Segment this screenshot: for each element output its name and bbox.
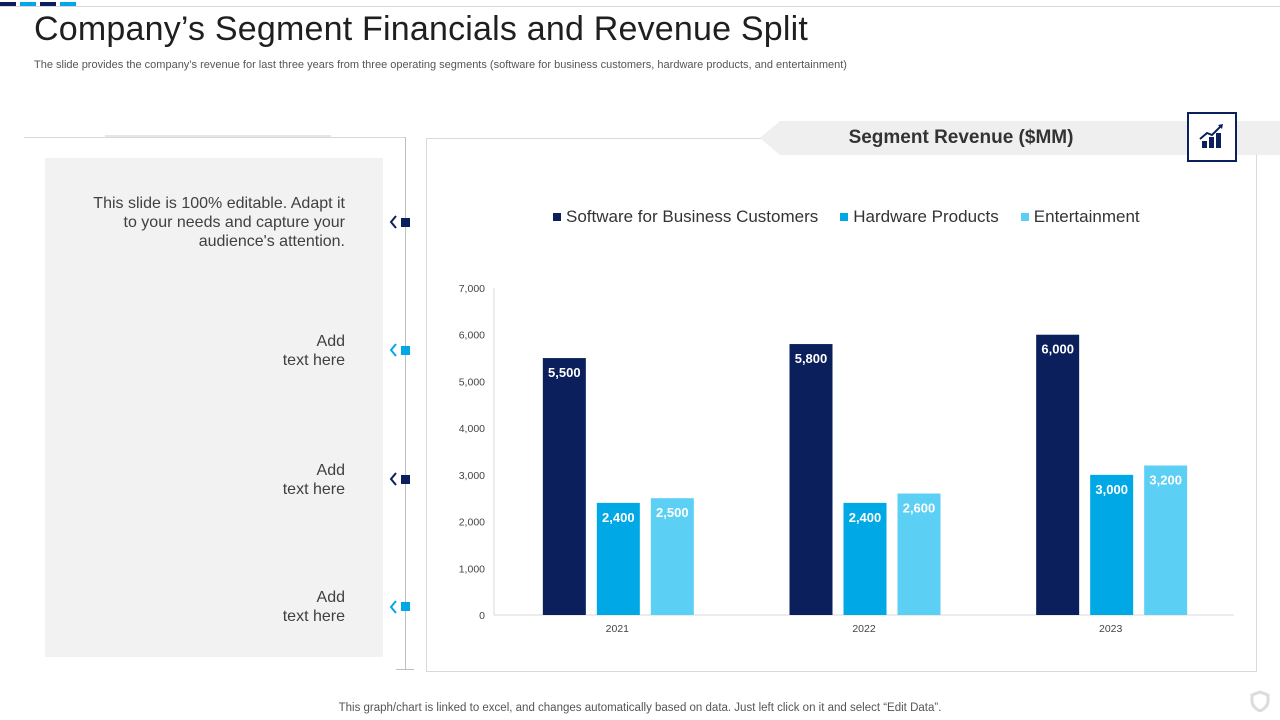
chevron-left-icon (389, 472, 397, 486)
note-text-3: Add text here (282, 462, 345, 498)
timeline-line (405, 137, 406, 669)
x-tick-label: 2021 (606, 623, 630, 635)
legend-item: Hardware Products (840, 207, 999, 227)
top-accent-navy-2 (40, 2, 56, 7)
x-tick-label: 2023 (1099, 623, 1123, 635)
timeline-marker-4 (401, 602, 410, 611)
note-text-4: Add text here (282, 589, 345, 625)
bar (897, 493, 941, 615)
chart-legend: Software for Business Customers Hardware… (553, 207, 1162, 227)
bar-data-label: 2,500 (656, 505, 689, 520)
notes-panel (45, 158, 383, 657)
timeline-end-cap (396, 669, 414, 670)
chart-header-icon-box (1187, 112, 1237, 162)
left-panel-top-accent (105, 135, 331, 137)
y-tick-label: 3,000 (459, 470, 485, 482)
note-text-1: This slide is 100% editable. Adapt it to… (93, 195, 345, 250)
bar-data-label: 3,200 (1149, 473, 1182, 488)
x-tick-label: 2022 (852, 623, 876, 635)
page-subtitle: The slide provides the company’s revenue… (34, 59, 847, 71)
bar (1144, 465, 1188, 615)
top-accent-blue-2 (60, 2, 76, 7)
bar (1090, 474, 1134, 615)
y-tick-label: 1,000 (459, 563, 485, 575)
legend-swatch-software (553, 213, 561, 221)
bar (542, 358, 586, 615)
legend-label-entertainment: Entertainment (1033, 207, 1140, 226)
legend-label-software: Software for Business Customers (566, 207, 819, 226)
y-tick-label: 7,000 (459, 283, 485, 295)
bar (843, 502, 887, 615)
bar-data-label: 5,500 (548, 365, 581, 380)
bar-data-label: 5,800 (795, 351, 828, 366)
chevron-left-icon (389, 600, 397, 614)
top-accent-navy (0, 2, 16, 7)
bar-data-label: 2,600 (903, 501, 936, 516)
bar-data-label: 2,400 (602, 510, 635, 525)
bar-data-label: 6,000 (1041, 342, 1074, 357)
chevron-left-icon (389, 343, 397, 357)
note-text-2: Add text here (282, 333, 345, 369)
y-tick-label: 0 (479, 610, 485, 622)
legend-item: Software for Business Customers (553, 207, 818, 227)
legend-label-hardware: Hardware Products (853, 207, 999, 226)
bar-chart-growth-icon (1199, 124, 1223, 148)
y-tick-label: 5,000 (459, 376, 485, 388)
timeline-marker-1 (401, 218, 410, 227)
chevron-left-icon (389, 215, 397, 229)
shield-logo-icon (1250, 690, 1270, 712)
y-tick-label: 4,000 (459, 423, 485, 435)
bar-data-label: 2,400 (849, 510, 882, 525)
y-tick-label: 6,000 (459, 330, 485, 342)
chart-header-title: Segment Revenue ($MM) (848, 127, 1074, 148)
y-tick-label: 2,000 (459, 517, 485, 529)
legend-swatch-entertainment (1020, 213, 1029, 221)
top-divider (0, 6, 1280, 7)
top-accent-blue (20, 2, 36, 7)
timeline-marker-2 (401, 346, 410, 355)
footer-note: This graph/chart is linked to excel, and… (338, 702, 942, 714)
left-panel-top-line (24, 137, 406, 138)
bar (650, 498, 694, 615)
bar (1036, 334, 1080, 615)
bar (596, 502, 640, 615)
bar-data-label: 3,000 (1095, 482, 1128, 497)
legend-item: Entertainment (1020, 207, 1140, 227)
timeline-marker-3 (401, 475, 410, 484)
page-title: Company’s Segment Financials and Revenue… (34, 10, 809, 48)
legend-swatch-hardware (840, 213, 849, 221)
bar (789, 344, 833, 615)
chart-header-banner (760, 121, 1280, 155)
